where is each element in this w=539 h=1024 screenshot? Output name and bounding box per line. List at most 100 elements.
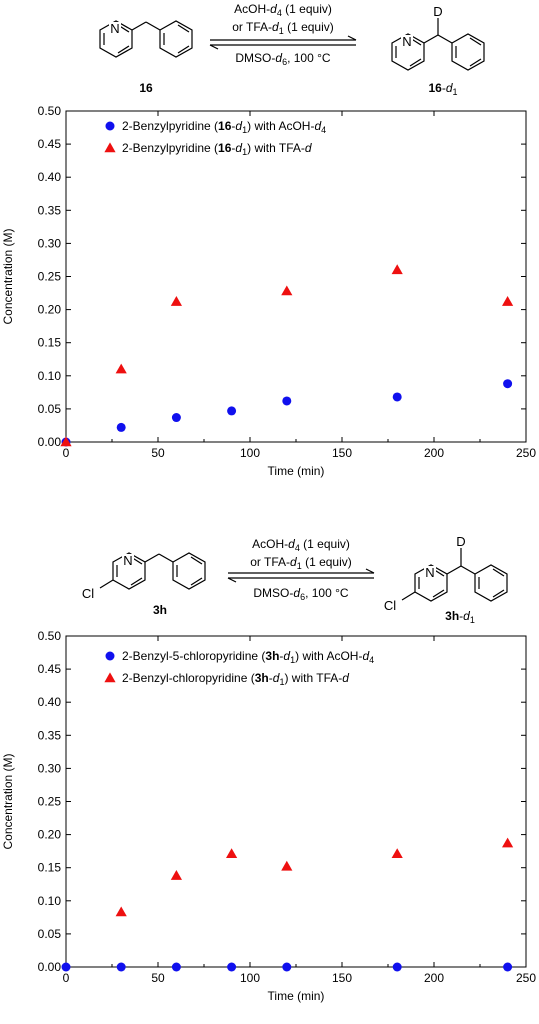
conditions-top-c: 6 <box>282 57 287 67</box>
data-point <box>227 962 237 972</box>
x-tick-label: 0 <box>63 446 70 460</box>
legend-part: ) with AcOH- <box>295 649 362 663</box>
x-axis-title: Time (min) <box>268 989 325 1003</box>
data-point <box>116 962 126 972</box>
data-point <box>226 848 238 858</box>
legend-part: 2-Benzylpyridine ( <box>122 141 218 155</box>
legend-part: d <box>342 671 349 685</box>
legend-part: - <box>231 119 235 133</box>
x-tick-label: 100 <box>240 446 260 460</box>
chloro-bond-3h <box>99 579 114 589</box>
ring-nitrogen-label-16: N <box>110 21 119 36</box>
reagent-line-2-bottom: or TFA-d1 (1 equiv) <box>250 555 352 571</box>
data-point <box>227 406 237 416</box>
compound-16-d1-b: - <box>442 81 446 95</box>
legend-part: - <box>269 671 273 685</box>
legend-part: - <box>231 141 235 155</box>
x-tick-label: 50 <box>151 446 165 460</box>
compound-3h-d1-a: 3h <box>445 609 459 623</box>
reagent-1-top-a: AcOH- <box>234 2 270 16</box>
methine-bond-16-d1 <box>423 34 439 44</box>
y-tick-label: 0.40 <box>38 695 62 709</box>
plot-frame <box>65 635 527 968</box>
methylene-bond-16b <box>145 21 161 31</box>
data-point <box>503 379 513 389</box>
y-axis-title: Concentration (M) <box>1 228 15 324</box>
conditions-top-a: DMSO- <box>235 51 275 65</box>
conditions-bottom: DMSO-d6, 100 °C <box>253 586 349 602</box>
compound-16-d1-a: 16 <box>428 81 442 95</box>
compound-16-d1-c: d <box>446 81 453 95</box>
reagent-2-bottom-c: 1 <box>297 561 302 571</box>
compound-label-3h: 3h <box>153 603 167 617</box>
data-point <box>116 422 126 432</box>
y-tick-label: 0.05 <box>38 402 62 416</box>
reagent-1-top-d: (1 equiv) <box>282 2 332 16</box>
data-point <box>282 396 292 406</box>
legend-part: 3h <box>265 649 279 663</box>
data-point <box>392 962 402 972</box>
legend-part: 1 <box>290 655 295 665</box>
data-point <box>115 363 127 374</box>
data-point <box>115 906 127 917</box>
reagent-2-bottom-b: d <box>290 555 297 569</box>
reagent-1-bottom-a: AcOH- <box>252 537 288 551</box>
data-point <box>391 848 403 858</box>
phenyl-ring-16-d1 <box>451 33 485 71</box>
reagent-2-top-c: 1 <box>279 26 284 36</box>
reagent-1-bottom-d: (1 equiv) <box>300 537 350 551</box>
chart-bottom: 0 50 100 150 200 250 0.00 0.05 0.10 0.15 0.20 0.25 0… <box>1 629 536 1003</box>
ring-nitrogen-label-3h: N <box>123 553 132 568</box>
y-tick-label: 0.50 <box>38 104 62 118</box>
reagent-2-top-a: or TFA- <box>232 20 272 34</box>
y-tick-label: 0.10 <box>38 894 62 908</box>
reagent-1-bottom-b: d <box>288 537 295 551</box>
legend-part: 3h <box>255 671 269 685</box>
legend-part: 2-Benzyl-chloropyridine ( <box>122 671 255 685</box>
plot-frame <box>65 110 527 443</box>
x-tick-label: 100 <box>240 971 260 985</box>
methine-bond-3h-d1 <box>446 565 462 575</box>
y-axis-title: Concentration (M) <box>1 753 15 849</box>
methine-bond-16-d1b <box>437 34 453 44</box>
reagent-2-top-b: d <box>272 20 279 34</box>
compound-label-3h-d1: 3h-d1 <box>445 609 475 625</box>
reagent-2-bottom-d: (1 equiv) <box>302 555 352 569</box>
y-tick-label: 0.45 <box>38 137 62 151</box>
compound-label-16: 16 <box>139 81 153 95</box>
y-tick-label: 0.30 <box>38 761 62 775</box>
compound-3h-d1-c: d <box>463 609 470 623</box>
y-tick-label: 0.35 <box>38 203 62 217</box>
legend-part: d <box>273 671 280 685</box>
legend-part: d <box>235 119 242 133</box>
data-point <box>61 962 71 972</box>
conditions-bottom-a: DMSO- <box>253 586 293 600</box>
y-tick-label: 0.15 <box>38 336 62 350</box>
conditions-bottom-c: 6 <box>300 592 305 602</box>
y-tick-label: 0.35 <box>38 728 62 742</box>
legend-part: d <box>283 649 290 663</box>
legend-label: 2-Benzyl-chloropyridine (3h-d1) with TFA… <box>122 671 349 687</box>
reaction-scheme-bottom <box>99 548 508 602</box>
data-point <box>392 392 402 402</box>
data-point <box>281 860 293 871</box>
legend-label: 2-Benzylpyridine (16-d1) with AcOH-d4 <box>122 119 326 135</box>
y-tick-label: 0.45 <box>38 662 62 676</box>
y-tick-label: 0.25 <box>38 795 62 809</box>
x-tick-label: 250 <box>516 971 536 985</box>
equilibrium-arrow-bottom <box>227 568 375 583</box>
legend-part: 2-Benzylpyridine ( <box>122 119 218 133</box>
compound-3h-d1-d: 1 <box>470 615 475 625</box>
deuterium-label-3h-d1: D <box>456 534 465 549</box>
data-point <box>502 837 514 848</box>
legend-part: ) with AcOH- <box>247 119 314 133</box>
ring-nitrogen-label-3h-d1: N <box>425 565 434 580</box>
scheme-bottom-labels: N Cl N Cl D AcOH-d4 (1 equiv) or TFA-d1 … <box>82 534 475 625</box>
data-point <box>60 436 72 447</box>
legend-part: d <box>305 141 312 155</box>
legend-part: ) with TFA- <box>284 671 342 685</box>
scheme-top-labels: N N D AcOH-d4 (1 equiv) or TFA-d1 (1 equ… <box>109 2 458 97</box>
data-point <box>281 285 293 296</box>
chloro-label-3h-d1: Cl <box>384 598 396 613</box>
legend-marker <box>104 142 116 153</box>
